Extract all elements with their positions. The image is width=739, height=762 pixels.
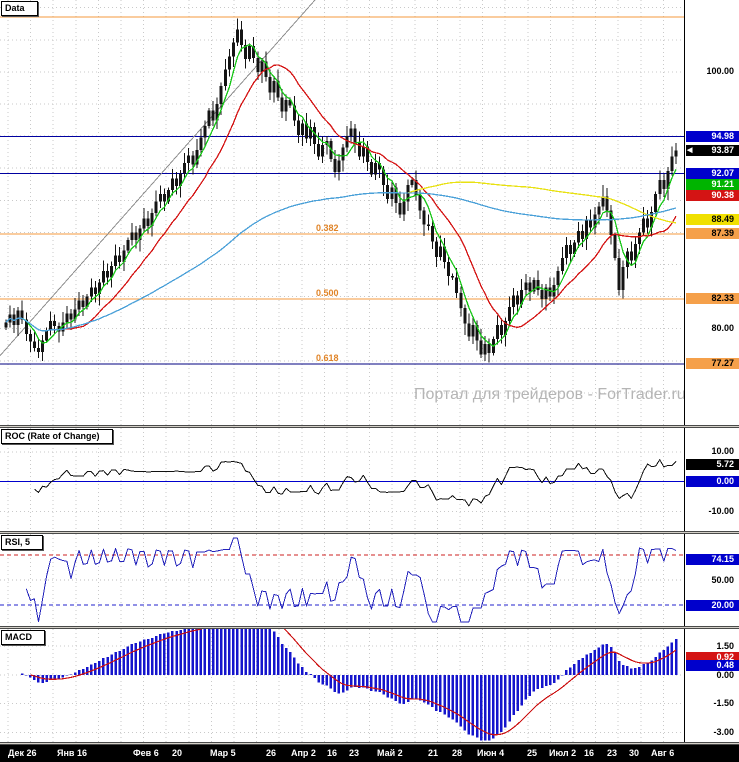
rsi-chart[interactable] [0,534,684,626]
date-label: 26 [266,748,277,758]
date-axis[interactable]: Дек 26 Янв 16 Фев 6 20 Мар 5 26 Апр 2 16 23 Май 2… [0,745,739,762]
date-label: 23 [349,748,360,758]
date-label: Апр 2 [291,748,316,758]
scale-label: 92.07 [686,168,739,180]
scale-label: 0.00 [716,669,734,680]
rsi-scale[interactable]: 74.15 50.00 20.00 [684,534,739,626]
panel-separator[interactable] [0,742,739,745]
roc-chart[interactable] [0,428,684,531]
scale-label: -3.00 [713,726,734,737]
scale-label: -1.50 [713,698,734,709]
scale-label: 80.00 [711,323,734,334]
date-label: 23 [607,748,618,758]
date-label: Мар 5 [210,748,236,758]
date-label: Янв 16 [57,748,87,758]
scale-label: ◀ 93.87 [686,145,739,157]
scale-label: 50.00 [711,574,734,585]
date-label: 21 [428,748,439,758]
scale-label: 77.27 [686,358,739,370]
scale-label: 100.00 [706,66,734,77]
macd-chart[interactable] [0,629,684,742]
svg-text:Портал для трейдеров - ForTrad: Портал для трейдеров - ForTrader.ru [414,386,684,403]
panel-separator[interactable] [0,531,739,534]
date-label: 20 [172,748,183,758]
scale-label: -10.00 [708,506,734,517]
date-label: 28 [452,748,463,758]
scale-label: 87.39 [686,228,739,240]
scale-label: 94.98 [686,130,739,142]
panel-separator[interactable] [0,626,739,629]
date-label: Фев 6 [133,748,159,758]
scale-label: 0.92 [686,651,739,663]
date-label: 16 [584,748,595,758]
price-scale[interactable]: 100.00 94.98 ◀ 93.87 92.07 91.21 90.38 88.49 87.… [684,0,739,425]
scale-label: 1.50 [716,640,734,651]
scale-label: 0.00 [686,476,739,488]
scale-label: 10.00 [711,446,734,457]
panel-title-data[interactable]: Data [1,1,38,16]
macd-panel[interactable]: 1.50 0.92 0.48 0.00 -1.50 -3.00 [0,629,739,742]
roc-panel[interactable]: 10.00 5.72 0.00 -10.00 [0,428,739,531]
macd-scale[interactable]: 1.50 0.92 0.48 0.00 -1.50 -3.00 [684,629,739,742]
scale-label: 88.49 [686,214,739,226]
date-label: Июл 2 [549,748,577,758]
panel-separator[interactable] [0,425,739,428]
price-chart[interactable]: 0.382 0.500 0.618 Портал для трейдеров - Fo… [0,0,684,425]
date-label: 30 [629,748,640,758]
date-label: Авг 6 [651,748,675,758]
scale-label: 20.00 [686,599,739,611]
panel-title-rsi[interactable]: RSI, 5 [1,535,44,550]
date-label: 16 [327,748,338,758]
date-label: 25 [527,748,538,758]
scale-label: 5.72 [686,459,739,471]
roc-scale[interactable]: 10.00 5.72 0.00 -10.00 [684,428,739,531]
svg-text:0.618: 0.618 [316,353,339,363]
scale-label: 90.38 [686,189,739,201]
scale-label: 74.15 [686,554,739,566]
rsi-panel[interactable]: 74.15 50.00 20.00 [0,534,739,626]
svg-text:0.500: 0.500 [316,288,339,298]
panel-title-roc[interactable]: ROC (Rate of Change) [1,429,113,444]
date-label: Дек 26 [8,748,37,758]
date-label: Июн 4 [477,748,505,758]
panel-title-macd[interactable]: MACD [1,630,45,645]
scale-label: 82.33 [686,293,739,305]
scale-label: 91.21 [686,179,739,191]
price-panel[interactable]: 0.382 0.500 0.618 Портал для трейдеров - Fo… [0,0,739,425]
date-label: Май 2 [377,748,403,758]
scale-label: 0.48 [686,660,739,672]
svg-text:0.382: 0.382 [316,223,339,233]
